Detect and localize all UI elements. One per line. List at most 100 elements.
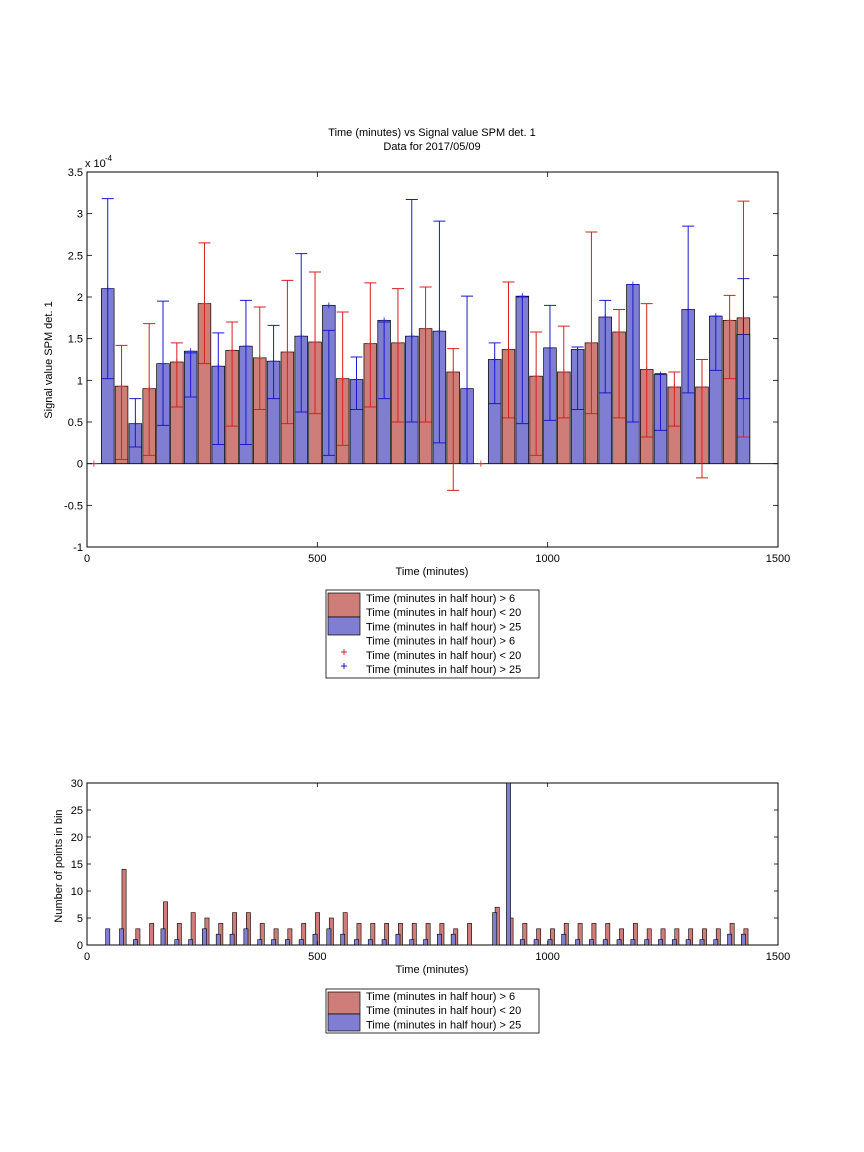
count-bar-mark (301, 923, 307, 946)
count-bar-mark (232, 912, 238, 946)
error-bar (709, 315, 722, 371)
error-bar (281, 279, 294, 425)
y-tick-label: 2 (77, 292, 83, 304)
count-bar-mark (715, 928, 721, 946)
count-bar-mark (616, 939, 622, 946)
count-bar-mark (591, 923, 597, 946)
error-bar (184, 352, 197, 398)
count-bar-mark (395, 933, 401, 946)
count-bar-mark (467, 923, 472, 946)
error-bar (295, 253, 308, 413)
error-bar (640, 303, 653, 438)
legend-2: Time (minutes in half hour) > 6 Time (min… (325, 988, 540, 1034)
error-bar (516, 296, 529, 425)
legend-swatch-red (327, 991, 361, 1015)
axes-ticks: 0 500 1000 1500 -1 -0.5 0 0.5 1 1.5 2 2.5 3 3.5 (64, 167, 790, 565)
error-bar (571, 346, 584, 410)
error-bar (309, 271, 322, 415)
count-bar-mark (685, 939, 691, 946)
error-bar (350, 356, 363, 410)
y-tick-label: 1 (77, 375, 83, 387)
x-axis-label: Time (minutes) (396, 566, 469, 578)
count-bar-mark (370, 923, 376, 946)
error-bar (226, 321, 239, 427)
error-bar (668, 371, 681, 427)
error-bar (654, 373, 667, 431)
count-bar-mark (577, 923, 583, 946)
count-bar-mark (699, 939, 705, 946)
count-bar-mark (163, 901, 168, 946)
count-bar-mark (259, 923, 265, 946)
y-tick-label: 3 (77, 209, 83, 221)
count-bar-mark (561, 933, 567, 946)
y-tick-label: 10 (71, 886, 83, 898)
count-bar-mark (381, 939, 387, 946)
chart-title-line-1: Time (minutes) vs Signal value SPM det. … (328, 127, 535, 139)
y-tick-label: 0.5 (68, 417, 83, 429)
legend-entry: Time (minutes in half hour) > 6 (366, 636, 515, 648)
count-bar-mark (671, 939, 677, 946)
error-bar (170, 342, 183, 408)
legend-swatch-blue (327, 1013, 361, 1032)
count-bar-mark (630, 939, 636, 946)
error-bar-layer (90, 198, 750, 491)
legend-entry: Time (minutes in half hour) > 25 (366, 664, 521, 676)
legend-entry: Time (minutes in half hour) < 20 (366, 607, 521, 619)
error-bar (557, 325, 570, 419)
legend-box (325, 589, 540, 679)
error-bar (543, 304, 556, 421)
count-bar-mark (135, 928, 141, 946)
legend-entry: Time (minutes in half hour) < 20 (366, 1005, 521, 1017)
count-bar-mark (287, 928, 293, 946)
count-bar-mark (658, 939, 663, 946)
count-bar-mark (384, 923, 390, 946)
error-bar (419, 286, 432, 423)
error-bar (239, 299, 252, 445)
error-bar (585, 231, 598, 415)
y-axis-label-2: Number of points in bin (53, 809, 65, 922)
y-tick-label: 1.5 (68, 334, 83, 346)
x-tick-label: 0 (84, 553, 90, 565)
axes-ticks-2: 0 500 1000 1500 0 5 10 15 20 25 30 (71, 778, 790, 963)
error-bar (157, 300, 170, 426)
x-tick-label: 1500 (766, 553, 790, 565)
x-axis-label-2: Time (minutes) (396, 964, 469, 976)
count-bar-mark (367, 939, 373, 946)
y-tick-label: 0 (77, 459, 83, 471)
error-bar (613, 309, 626, 419)
count-bar-mark (149, 923, 155, 946)
count-bar-mark (409, 939, 415, 946)
mean-marker (477, 460, 484, 467)
y-tick-label: 5 (77, 913, 83, 925)
count-bar-mark (589, 939, 594, 946)
error-bar (461, 295, 474, 465)
count-bar-mark (229, 933, 235, 946)
error-bar (322, 329, 335, 456)
count-bar-mark (342, 912, 348, 946)
error-bar (530, 331, 543, 456)
error-bar (405, 199, 418, 423)
mean-marker (325, 302, 332, 309)
count-bar-mark (160, 928, 166, 946)
count-bar-mark (533, 939, 539, 946)
error-bar (447, 348, 460, 491)
legend-entry: Time (minutes in half hour) > 6 (366, 593, 515, 605)
error-bar (502, 281, 515, 419)
error-bar (488, 342, 501, 405)
error-bar (433, 220, 446, 444)
y-tick-label: -1 (73, 542, 83, 554)
y-multiplier-exponent: -4 (105, 154, 113, 163)
count-bar-mark (674, 928, 680, 946)
count-bar-mark (437, 933, 442, 946)
plot-area-frame (86, 171, 779, 548)
count-bar-mark (215, 933, 221, 946)
legend-entry: Time (minutes in half hour) < 20 (366, 650, 521, 662)
count-bar-mark (298, 939, 304, 946)
count-bar-mark (105, 928, 111, 946)
count-bar-mark (492, 912, 498, 946)
chart-signal-vs-time: Time (minutes) vs Signal value SPM det. … (43, 127, 790, 679)
y-tick-label: 2.5 (68, 250, 83, 262)
count-bar-mark (688, 928, 694, 946)
count-bar-mark (602, 939, 608, 946)
count-bar-mark (619, 928, 624, 946)
